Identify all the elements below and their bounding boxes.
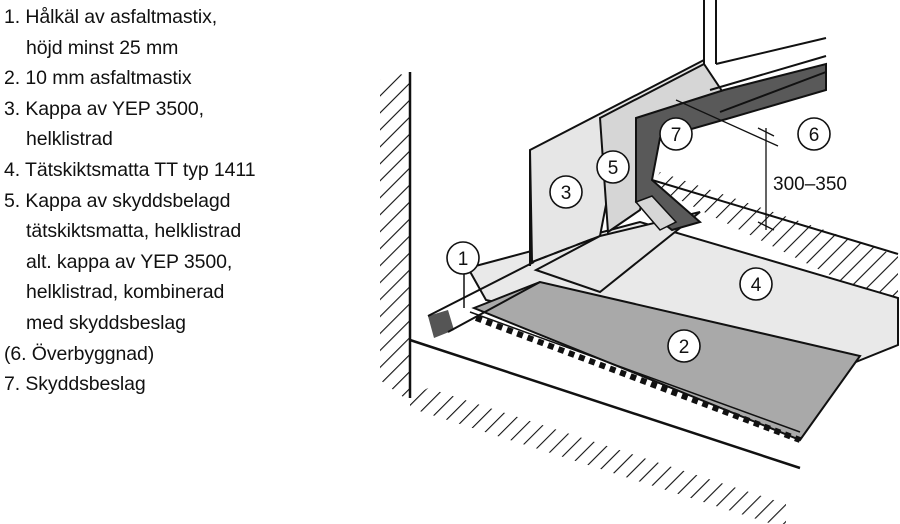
legend-item-1-cont: höjd minst 25 mm [26, 36, 179, 59]
legend-item-6: (6. Överbyggnad) [4, 342, 155, 365]
deck-hatching [651, 172, 899, 302]
legend: 1. Hålkäl av asfaltmastix, höjd minst 25… [4, 2, 304, 400]
callout-4: 4 [739, 267, 773, 301]
callout-7-label: 7 [671, 125, 682, 146]
callout-6-label: 6 [809, 125, 820, 146]
callout-3-label: 3 [561, 183, 572, 204]
callout-7: 7 [659, 117, 693, 151]
callout-6: 6 [797, 117, 831, 151]
callout-5-label: 5 [608, 158, 619, 179]
superstructure-6 [703, 0, 827, 113]
callout-1: 1 [446, 241, 480, 275]
legend-item-5-alt: alt. kappa av YEP 3500, [26, 250, 233, 273]
mastic-2-surface [471, 280, 862, 442]
legend-item-4: 4. Tätskiktsmatta TT typ 1411 [4, 158, 256, 181]
callout-3: 3 [549, 175, 583, 209]
legend-item-1: 1. Hålkäl av asfaltmastix, [4, 6, 218, 28]
legend-item-3-cont: helklistrad [26, 128, 113, 151]
legend-item-2: 2. 10 mm asfaltmastix [4, 67, 192, 90]
callout-5: 5 [596, 150, 630, 184]
callout-4-label: 4 [751, 275, 762, 296]
dimension-label: 300–350 [773, 174, 847, 195]
floor-hatching [409, 338, 801, 524]
legend-item-5-alt-3: med skyddsbeslag [26, 311, 186, 334]
legend-item-3: 3. Kappa av YEP 3500, [4, 97, 204, 120]
legend-item-5-cont: tätskiktsmatta, helklistrad [26, 220, 242, 243]
legend-item-5-alt-2: helklistrad, kombinerad [26, 281, 225, 304]
legend-item-1-text: 1. Hålkäl av asfaltmastix [4, 6, 212, 28]
legend-item-7: 7. Skyddsbeslag [4, 373, 146, 396]
dimension-line [675, 99, 779, 231]
mastic-edge-dashes [474, 315, 802, 443]
callout-1-label: 1 [458, 249, 469, 270]
wall-hatching [380, 72, 412, 402]
legend-item-5: 5. Kappa av skyddsbelagd [4, 189, 231, 212]
callout-2: 2 [667, 329, 701, 363]
callout-2-label: 2 [679, 337, 690, 358]
